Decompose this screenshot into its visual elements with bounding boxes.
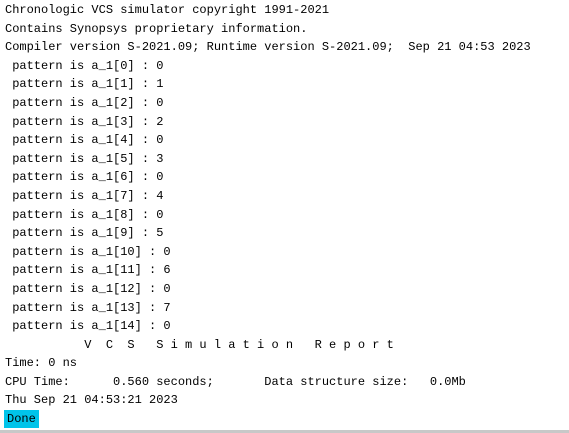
output-line: pattern is a_1[7] : 4 <box>5 188 164 203</box>
output-line: pattern is a_1[9] : 5 <box>5 226 164 241</box>
terminal-output: Chronologic VCS simulator copyright 1991… <box>5 1 531 410</box>
output-line: Thu Sep 21 04:53:21 2023 <box>5 393 178 408</box>
output-line: pattern is a_1[2] : 0 <box>5 95 164 110</box>
output-line: pattern is a_1[5] : 3 <box>5 151 164 166</box>
status-done: Done <box>4 410 39 428</box>
output-line: Chronologic VCS simulator copyright 1991… <box>5 3 330 17</box>
output-line: pattern is a_1[14] : 0 <box>5 319 171 334</box>
output-line: pattern is a_1[11] : 6 <box>5 263 171 278</box>
output-line: pattern is a_1[4] : 0 <box>5 133 164 148</box>
output-line: Contains Synopsys proprietary informatio… <box>5 21 308 36</box>
output-line: pattern is a_1[12] : 0 <box>5 281 171 296</box>
output-line: Time: 0 ns <box>5 356 78 371</box>
output-line: pattern is a_1[13] : 7 <box>5 300 171 315</box>
output-line: CPU Time: 0.560 seconds; Data structure … <box>5 374 466 389</box>
output-line: pattern is a_1[6] : 0 <box>5 170 164 185</box>
output-line: pattern is a_1[8] : 0 <box>5 207 164 222</box>
output-line: V C S S i m u l a t i o n R e p o r t <box>5 337 394 352</box>
output-line: pattern is a_1[1] : 1 <box>5 77 164 92</box>
output-line: Compiler version S-2021.09; Runtime vers… <box>5 40 531 55</box>
output-line: pattern is a_1[3] : 2 <box>5 114 164 129</box>
output-line: pattern is a_1[0] : 0 <box>5 58 164 73</box>
output-line: pattern is a_1[10] : 0 <box>5 244 171 259</box>
bottom-bar <box>0 430 569 433</box>
